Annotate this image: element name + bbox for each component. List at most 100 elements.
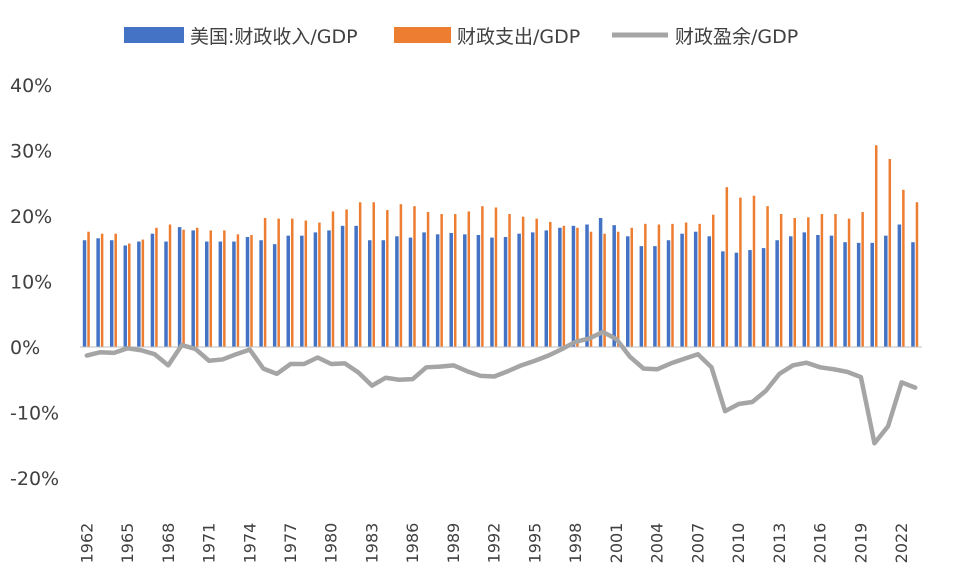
x-tick-label: 1977 xyxy=(281,523,300,564)
revenue-bar xyxy=(490,237,494,347)
y-tick-label: -10% xyxy=(10,403,59,425)
revenue-bar xyxy=(829,235,834,347)
spending-bar xyxy=(223,230,226,347)
y-tick-label: 30% xyxy=(10,141,52,163)
revenue-bar xyxy=(761,248,766,347)
spending-bar xyxy=(318,222,321,347)
spending-bar xyxy=(616,231,620,347)
revenue-bar xyxy=(109,240,114,347)
spending-bar xyxy=(820,214,824,347)
spending-bar xyxy=(807,217,810,347)
spending-bar xyxy=(562,225,566,347)
spending-bar xyxy=(87,231,90,347)
spending-bar xyxy=(508,214,511,347)
x-axis: 1962 1965 1968 1971 1974 1977 1980 1983 1986 1989… xyxy=(77,523,911,564)
spending-bar xyxy=(481,206,484,347)
x-tick-label: 1995 xyxy=(525,523,544,564)
y-tick-label: -20% xyxy=(10,468,59,490)
legend-label-surplus: 财政盈余/GDP xyxy=(675,26,798,48)
surplus-line xyxy=(84,329,918,446)
revenue-bar xyxy=(123,245,128,347)
spending-bar xyxy=(250,234,253,347)
spending-bar xyxy=(684,222,688,347)
revenue-bar xyxy=(245,236,250,347)
legend-swatch-revenue xyxy=(124,27,184,43)
spending-bar xyxy=(453,214,457,347)
revenue-bar xyxy=(856,242,861,347)
revenue-bar xyxy=(259,240,263,347)
revenue-bar xyxy=(354,225,358,347)
revenue-bar xyxy=(367,240,372,347)
spending-bar xyxy=(114,233,117,347)
revenue-bar xyxy=(435,234,440,347)
revenue-bar xyxy=(571,225,576,347)
revenue-bar xyxy=(205,241,209,347)
legend-label-spending: 财政支出/GDP xyxy=(457,26,580,48)
y-tick-label: 0% xyxy=(10,337,40,359)
revenue-bar xyxy=(503,236,508,347)
spending-bar xyxy=(549,221,552,347)
x-tick-label: 1989 xyxy=(444,523,463,564)
revenue-bar xyxy=(721,251,725,347)
spending-bar xyxy=(793,217,796,347)
spending-bar xyxy=(372,202,375,347)
revenue-bar xyxy=(286,235,290,347)
legend-label-revenue: 美国:财政收入/GDP xyxy=(190,26,358,48)
revenue-bar xyxy=(639,246,644,347)
spending-bar xyxy=(413,206,416,347)
spending-bar xyxy=(657,224,661,347)
x-tick-label: 2004 xyxy=(648,523,667,564)
revenue-bar xyxy=(422,232,426,348)
revenue-bar xyxy=(666,240,671,347)
spending-bar xyxy=(725,187,729,347)
spending-bar xyxy=(155,227,158,347)
spending-bar xyxy=(644,223,647,347)
revenue-bar xyxy=(884,235,888,347)
spending-bar xyxy=(440,214,443,347)
x-tick-label: 2010 xyxy=(729,523,748,564)
y-tick-label: 10% xyxy=(10,272,52,294)
x-tick-label: 1992 xyxy=(485,523,504,564)
revenue-bar xyxy=(517,233,521,347)
revenue-bar xyxy=(408,237,413,347)
revenue-bar xyxy=(476,234,481,347)
spending-bar xyxy=(861,212,864,347)
spending-bar xyxy=(358,202,362,347)
x-tick-label: 1980 xyxy=(322,523,341,564)
revenue-bar xyxy=(272,244,277,347)
revenue-bar xyxy=(612,225,616,347)
x-tick-label: 1962 xyxy=(77,523,96,564)
x-tick-label: 2016 xyxy=(811,523,830,564)
spending-bar xyxy=(834,214,837,347)
revenue-bar xyxy=(558,227,562,347)
revenue-bar xyxy=(232,241,236,347)
revenue-bar xyxy=(82,240,87,347)
revenue-bar xyxy=(653,246,657,347)
revenue-bar xyxy=(897,224,902,347)
revenue-bar xyxy=(870,242,874,347)
spending-bar xyxy=(209,230,213,347)
spending-bar xyxy=(847,218,851,347)
revenue-bar xyxy=(395,236,399,347)
revenue-bar xyxy=(218,241,223,347)
spending-bar xyxy=(589,231,593,347)
spending-bar xyxy=(888,159,892,347)
revenue-bar xyxy=(381,240,386,347)
spending-bar xyxy=(576,227,579,347)
spending-bar xyxy=(698,223,701,347)
spending-bar xyxy=(128,243,131,347)
revenue-bar xyxy=(911,242,915,347)
revenue-bar xyxy=(449,233,453,347)
spending-bar xyxy=(671,223,674,347)
revenue-bar xyxy=(843,242,847,347)
x-tick-label: 2022 xyxy=(892,523,911,564)
revenue-bar xyxy=(748,250,752,347)
spending-bar xyxy=(426,212,430,347)
spending-bar xyxy=(100,233,104,347)
revenue-bar xyxy=(530,232,535,348)
x-tick-label: 1968 xyxy=(159,523,178,564)
spending-bar xyxy=(141,239,145,347)
x-tick-label: 1965 xyxy=(118,523,137,564)
spending-bar xyxy=(874,145,878,347)
y-axis: 40% 30% 20% 10% 0% -10% -20% xyxy=(10,75,59,490)
